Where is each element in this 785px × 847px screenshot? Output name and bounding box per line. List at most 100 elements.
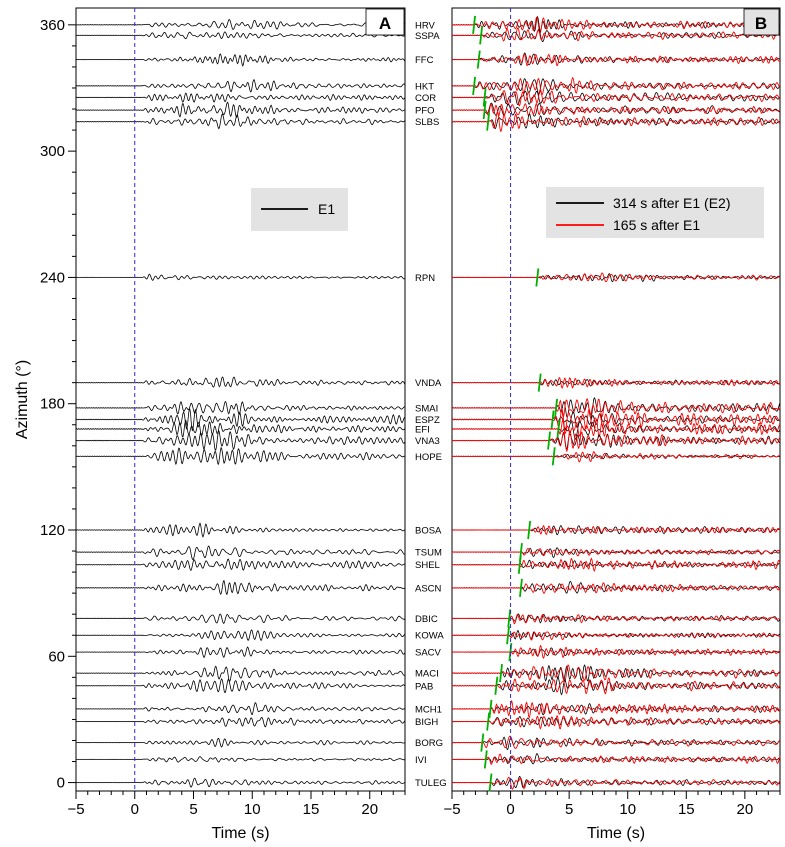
station-label-sspa: SSPA [415, 31, 440, 42]
onset-marker-mch1 [488, 699, 493, 719]
onset-marker-ivi [483, 750, 488, 769]
trace-b-165s-pab [451, 677, 781, 695]
station-label-slbs: SLBS [415, 117, 439, 128]
trace-a-tuleg [76, 777, 405, 788]
onset-marker-kowa [506, 626, 510, 645]
station-label-rpn: RPN [415, 273, 435, 284]
trace-a-maci [75, 665, 406, 682]
trace-a-ivi [75, 756, 406, 763]
trace-b-165s-ivi [451, 753, 781, 765]
panel-a-legend: E1 [251, 188, 348, 231]
onset-marker-pfo [482, 100, 487, 120]
trace-b-165s-vna3 [451, 430, 781, 453]
onset-marker-borg [480, 733, 485, 752]
trace-a-bigh [75, 716, 406, 728]
trace-a-sacv [75, 646, 406, 659]
panel-b-x-tick-label: 0 [506, 801, 514, 818]
trace-a-shel [75, 558, 406, 571]
trace-a-mch1 [75, 702, 406, 715]
trace-a-slbs [75, 113, 406, 130]
trace-b-165s-sacv [451, 644, 781, 660]
panel-b-x-tick-label: −5 [443, 801, 460, 818]
trace-b-165s-hrv [451, 16, 781, 34]
y-tick-label: 360 [40, 17, 65, 34]
trace-b-165s-bigh [452, 715, 781, 730]
y-tick-label: 180 [40, 396, 65, 413]
panel-b-x-tick-label: 20 [737, 801, 754, 818]
onset-marker-rpn [535, 268, 540, 287]
onset-marker-vna3 [547, 431, 551, 450]
trace-b-165s-cor [451, 88, 781, 107]
trace-a-vna3 [75, 429, 406, 451]
panel-a-legend-label-e1: E1 [318, 201, 335, 217]
station-label-pfo: PFO [415, 106, 435, 117]
station-label-bosa: BOSA [415, 526, 442, 537]
onset-marker-efi [556, 419, 561, 439]
panel-b-legend-box [546, 187, 764, 238]
trace-b-e2-mch1 [451, 702, 781, 716]
station-label-pab: PAB [415, 681, 433, 692]
trace-b-165s-rpn [451, 272, 781, 283]
trace-b-165s-pfo [452, 102, 780, 117]
onset-marker-slbs [486, 112, 491, 131]
trace-a-kowa [75, 629, 406, 642]
panel-b-legend: 314 s after E1 (E2) 165 s after E1 [546, 187, 764, 238]
trace-b-165s-ascn [451, 582, 781, 595]
onset-marker-pab [494, 676, 499, 695]
onset-marker-sspa [479, 26, 484, 45]
station-label-ffc: FFC [415, 55, 434, 66]
panel-b-x-tick-label: 10 [619, 801, 636, 818]
trace-b-165s-vnda [452, 376, 781, 389]
trace-a-ascn [75, 580, 406, 595]
trace-a-hope [75, 446, 406, 466]
trace-b-e2-ffc [452, 52, 781, 66]
panel-a-letter: A [379, 14, 391, 33]
trace-a-sspa [75, 31, 406, 40]
trace-b-e2-hkt [451, 78, 781, 95]
trace-a-ffc [76, 53, 406, 67]
onset-marker-vnda [537, 373, 542, 392]
trace-a-vnda [76, 376, 406, 388]
station-label-smai: SMAI [415, 403, 438, 414]
onset-marker-cor [482, 88, 487, 107]
panel-b-legend-label-e2: 314 s after E1 (E2) [613, 195, 731, 211]
onset-marker-shel [517, 555, 522, 574]
trace-b-165s-smai [451, 398, 781, 419]
onset-marker-hope [551, 447, 556, 466]
onset-marker-smai [554, 398, 558, 418]
panel-a-traces [75, 18, 406, 788]
trace-b-e2-tuleg [452, 775, 781, 789]
trace-b-165s-sspa [451, 27, 781, 42]
trace-b-165s-hkt [451, 76, 781, 96]
trace-a-rpn [75, 273, 406, 281]
station-label-ivi: IVI [415, 755, 427, 766]
station-label-vnda: VNDA [415, 378, 442, 389]
station-label-hrv: HRV [415, 20, 436, 31]
trace-a-hrv [75, 18, 406, 30]
y-tick-label: 60 [48, 648, 65, 665]
station-label-mch1: MCH1 [415, 704, 442, 715]
trace-b-165s-ffc [452, 53, 781, 67]
y-tick-label: 120 [40, 522, 65, 539]
panel-a-x-axis-title: Time (s) [211, 825, 269, 842]
station-label-tuleg: TULEG [415, 778, 447, 789]
trace-b-165s-maci [451, 664, 781, 682]
panel-a-x-tick-label: 10 [244, 801, 261, 818]
trace-a-smai [75, 401, 405, 416]
trace-a-cor [75, 92, 406, 103]
station-label-maci: MACI [415, 669, 439, 680]
station-label-shel: SHEL [415, 560, 440, 571]
panel-a-x-tick-label: 5 [189, 801, 197, 818]
onset-marker-tuleg [488, 773, 493, 792]
y-tick-label: 0 [57, 775, 65, 792]
trace-a-espz [75, 407, 406, 432]
station-label-ascn: ASCN [415, 583, 442, 594]
trace-a-efi [75, 419, 406, 438]
trace-a-bosa [75, 522, 406, 538]
panel-b-traces [451, 15, 781, 792]
station-label-vna3: VNA3 [415, 436, 440, 447]
trace-b-165s-borg [451, 735, 780, 749]
trace-b-165s-shel [451, 557, 781, 572]
trace-b-165s-mch1 [451, 699, 781, 719]
panel-b-letter-box [743, 8, 780, 36]
